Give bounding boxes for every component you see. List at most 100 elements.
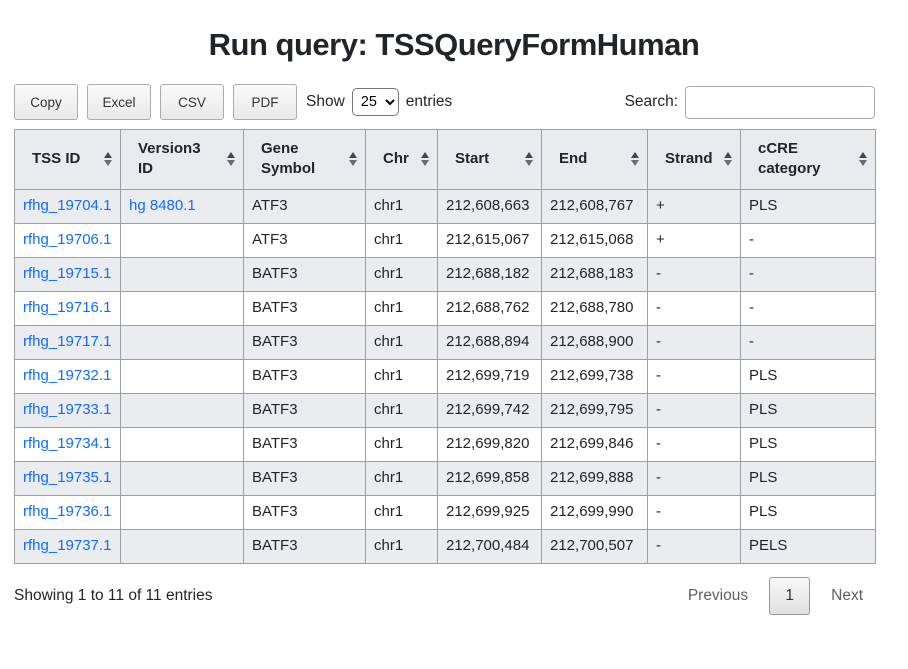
tss-id-cell: rfhg_19716.1 (14, 290, 121, 326)
column-header-start[interactable]: Start (437, 129, 542, 190)
tss-id-link[interactable]: rfhg_19716.1 (23, 298, 112, 316)
column-header-gene-symbol[interactable]: Gene Symbol (243, 129, 366, 190)
table-cell-ccre-category: - (740, 324, 876, 360)
page-length-select[interactable]: 25 (351, 88, 399, 116)
table-row: rfhg_19706.1 ATF3 chr1 212,615,067 212,615,0… (14, 222, 876, 258)
table-cell-end: 212,699,846 (541, 426, 648, 462)
table-cell-ccre-category: - (740, 256, 876, 292)
table-cell-start: 212,699,742 (437, 392, 542, 428)
page-length-control: Show 25 entries (306, 88, 452, 116)
table-cell-gene-symbol: BATF3 (243, 290, 366, 326)
tss-id-cell: rfhg_19715.1 (14, 256, 121, 292)
table-cell-gene-symbol: BATF3 (243, 494, 366, 530)
sort-both-icon (227, 152, 235, 167)
excel-button[interactable]: Excel (87, 84, 151, 120)
results-table: TSS ID Version3 ID Gene Symbol Chr Start End S… (14, 129, 876, 564)
copy-button[interactable]: Copy (14, 84, 78, 120)
table-cell-end: 212,615,068 (541, 222, 648, 258)
column-header-version3-id[interactable]: Version3 ID (120, 129, 244, 190)
table-info: Showing 1 to 11 of 11 entries (14, 586, 213, 604)
column-label: Version3 ID (138, 140, 201, 178)
table-cell-version3-id (120, 290, 244, 326)
table-cell-version3-id (120, 528, 244, 564)
table-cell-strand: - (647, 426, 741, 462)
table-header-row: TSS ID Version3 ID Gene Symbol Chr Start End S… (14, 129, 876, 190)
table-cell-start: 212,699,858 (437, 460, 542, 496)
tss-id-link[interactable]: rfhg_19737.1 (23, 536, 112, 554)
table-cell-start: 212,688,182 (437, 256, 542, 292)
table-cell-chr: chr1 (365, 222, 438, 258)
page-1-button[interactable]: 1 (769, 576, 811, 615)
table-row: rfhg_19716.1 BATF3 chr1 212,688,762 212,688,… (14, 290, 876, 326)
table-cell-strand: + (647, 222, 741, 258)
table-cell-chr: chr1 (365, 290, 438, 326)
tss-id-link[interactable]: rfhg_19715.1 (23, 264, 112, 282)
csv-button[interactable]: CSV (160, 84, 224, 120)
table-cell-ccre-category: PLS (740, 494, 876, 530)
table-cell-version3-id (120, 460, 244, 496)
tss-id-link[interactable]: rfhg_19735.1 (23, 468, 112, 486)
table-cell-chr: chr1 (365, 188, 438, 224)
table-cell-strand: - (647, 290, 741, 326)
column-label: TSS ID (32, 150, 81, 168)
table-toolbar: Copy Excel CSV PDF Show 25 entries Search: (14, 84, 875, 120)
column-header-end[interactable]: End (541, 129, 648, 190)
table-cell-version3-id (120, 222, 244, 258)
column-header-ccre-category[interactable]: cCRE category (740, 129, 876, 190)
table-cell-end: 212,688,183 (541, 256, 648, 292)
sort-both-icon (349, 152, 357, 167)
table-cell-strand: - (647, 256, 741, 292)
version3-id-link[interactable]: hg 8480.1 (129, 196, 196, 214)
column-header-chr[interactable]: Chr (365, 129, 438, 190)
tss-id-cell: rfhg_19733.1 (14, 392, 121, 428)
tss-id-cell: rfhg_19717.1 (14, 324, 121, 360)
tss-id-link[interactable]: rfhg_19736.1 (23, 502, 112, 520)
table-row: rfhg_19734.1 BATF3 chr1 212,699,820 212,699,… (14, 426, 876, 462)
table-cell-gene-symbol: BATF3 (243, 324, 366, 360)
previous-button[interactable]: Previous (687, 586, 749, 604)
table-cell-end: 212,699,738 (541, 358, 648, 394)
tss-id-link[interactable]: rfhg_19706.1 (23, 230, 112, 248)
table-cell-strand: - (647, 494, 741, 530)
table-footer: Showing 1 to 11 of 11 entries Previous 1… (14, 576, 875, 615)
tss-id-link[interactable]: rfhg_19732.1 (23, 366, 112, 384)
version3-id-cell: hg 8480.1 (120, 188, 244, 224)
table-cell-strand: - (647, 460, 741, 496)
sort-both-icon (631, 152, 639, 167)
table-cell-end: 212,688,900 (541, 324, 648, 360)
column-header-tss-id[interactable]: TSS ID (14, 129, 121, 190)
table-cell-version3-id (120, 358, 244, 394)
table-cell-version3-id (120, 392, 244, 428)
table-cell-gene-symbol: BATF3 (243, 460, 366, 496)
table-cell-chr: chr1 (365, 324, 438, 360)
table-cell-ccre-category: PLS (740, 426, 876, 462)
table-row: rfhg_19737.1 BATF3 chr1 212,700,484 212,700,… (14, 528, 876, 564)
pdf-button[interactable]: PDF (233, 84, 297, 120)
tss-id-link[interactable]: rfhg_19704.1 (23, 196, 112, 214)
toolbar-left: Copy Excel CSV PDF Show 25 entries (14, 84, 452, 120)
table-cell-ccre-category: PLS (740, 358, 876, 394)
column-label: Strand (665, 150, 713, 168)
table-row: rfhg_19735.1 BATF3 chr1 212,699,858 212,699,… (14, 460, 876, 496)
table-cell-strand: - (647, 324, 741, 360)
tss-id-link[interactable]: rfhg_19717.1 (23, 332, 112, 350)
table-cell-strand: - (647, 358, 741, 394)
sort-both-icon (724, 152, 732, 167)
tss-id-cell: rfhg_19706.1 (14, 222, 121, 258)
table-cell-strand: - (647, 392, 741, 428)
search-control: Search: (625, 85, 875, 119)
table-cell-end: 212,688,780 (541, 290, 648, 326)
search-input[interactable] (685, 85, 875, 119)
next-button[interactable]: Next (831, 586, 863, 604)
show-label: Show (306, 93, 345, 110)
tss-id-link[interactable]: rfhg_19733.1 (23, 400, 112, 418)
column-header-strand[interactable]: Strand (647, 129, 741, 190)
table-row: rfhg_19704.1 hg 8480.1 ATF3 chr1 212,608,663… (14, 188, 876, 224)
table-cell-gene-symbol: BATF3 (243, 426, 366, 462)
table-cell-chr: chr1 (365, 392, 438, 428)
table-cell-start: 212,699,719 (437, 358, 542, 394)
table-cell-strand: - (647, 528, 741, 564)
table-row: rfhg_19732.1 BATF3 chr1 212,699,719 212,699,… (14, 358, 876, 394)
sort-both-icon (104, 152, 112, 167)
tss-id-link[interactable]: rfhg_19734.1 (23, 434, 112, 452)
